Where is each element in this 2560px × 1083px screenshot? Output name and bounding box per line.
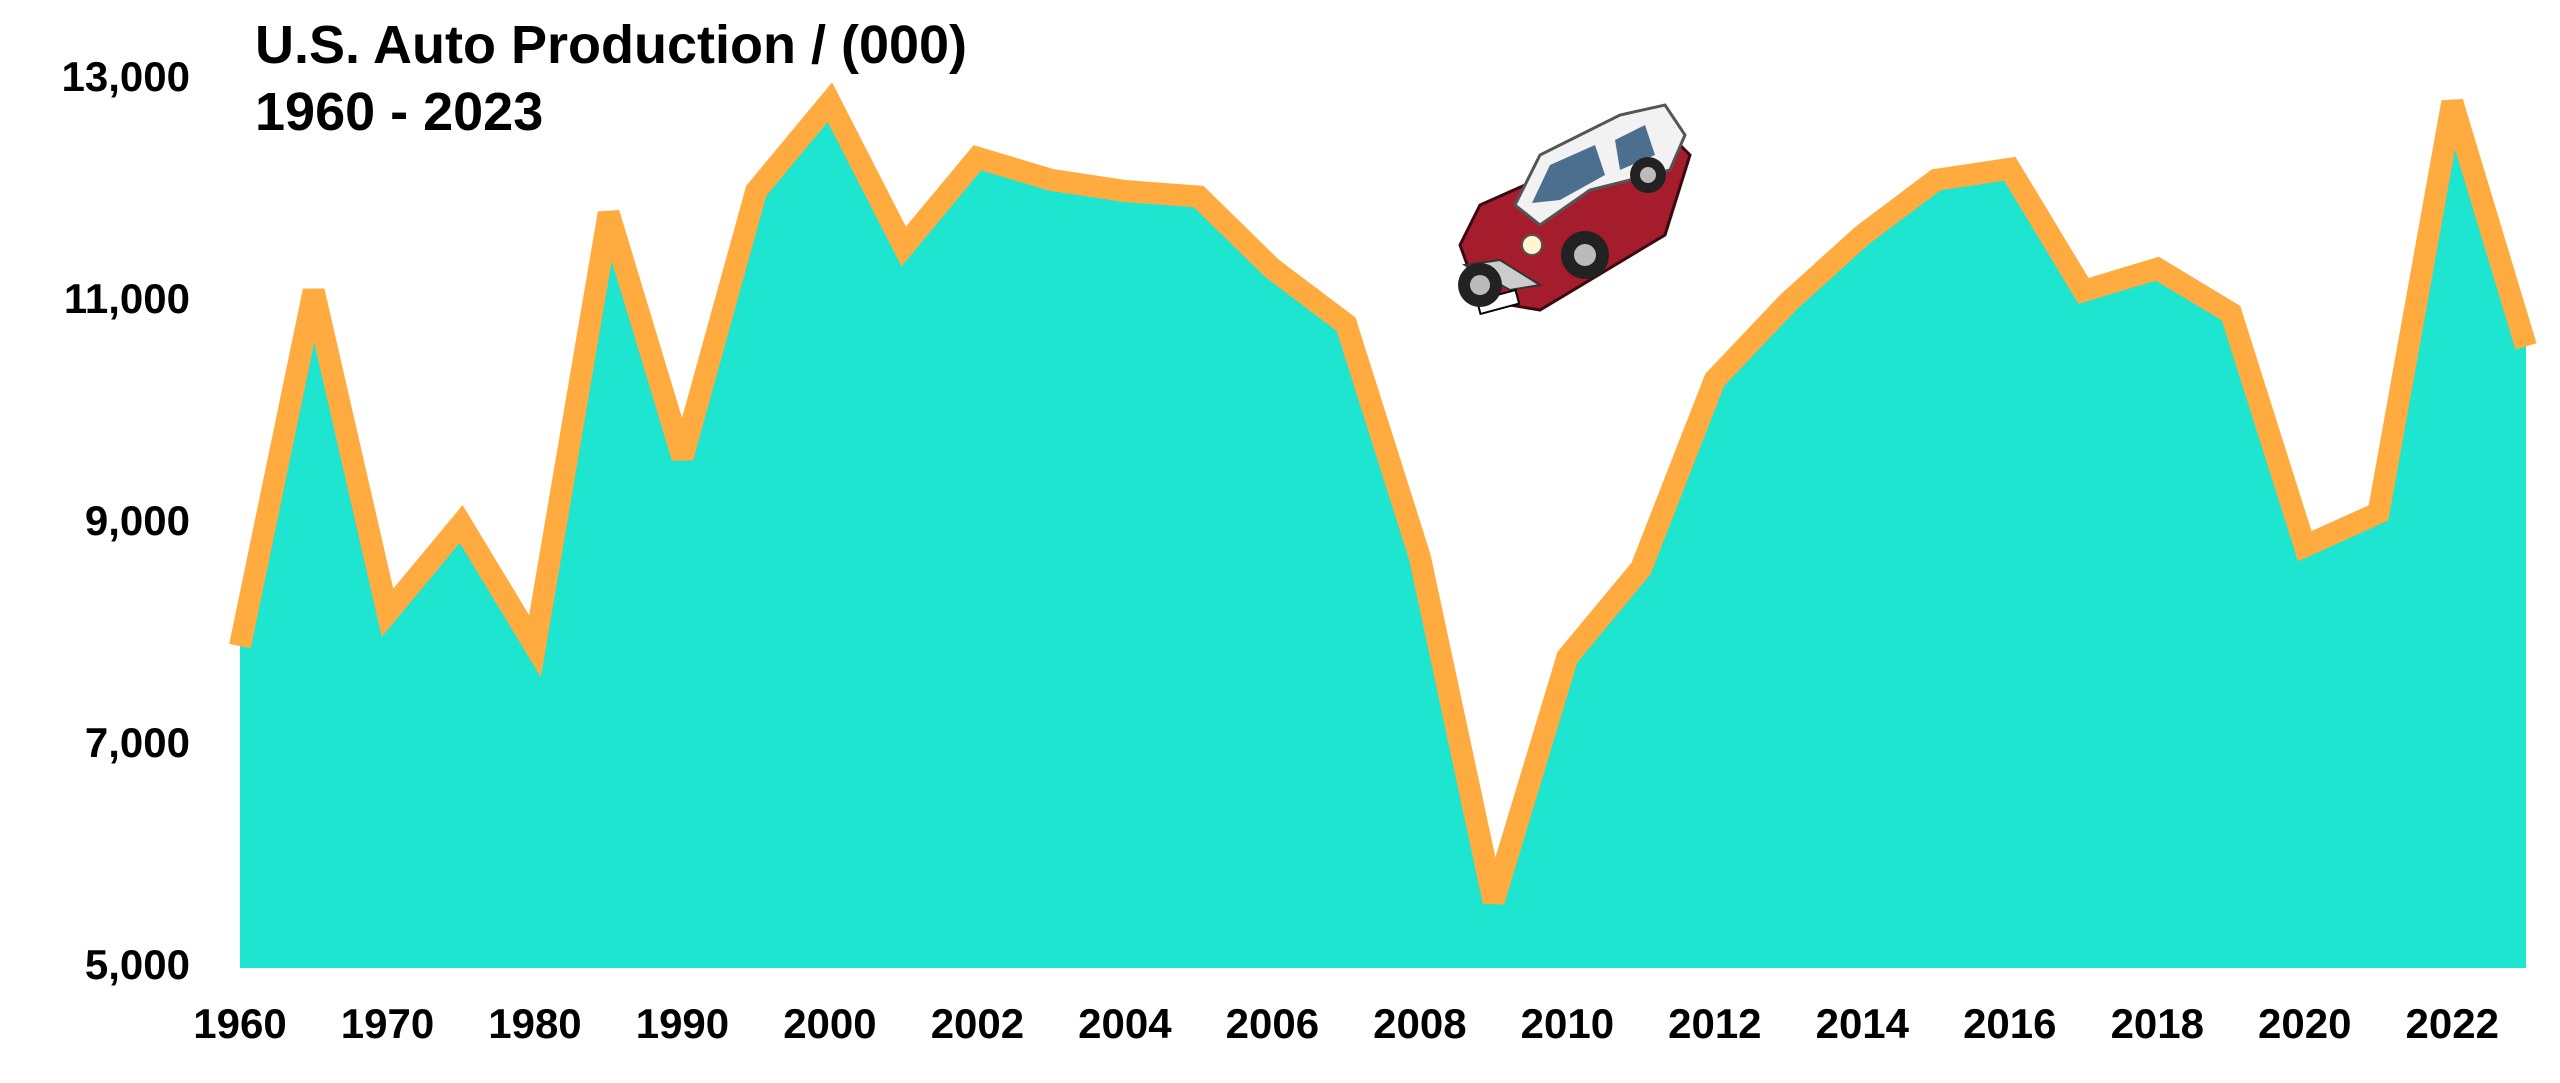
line <box>229 82 2537 905</box>
x-tick-label: 2010 <box>1521 1000 1614 1047</box>
chart-title: U.S. Auto Production / (000) <box>255 15 967 75</box>
x-tick-label: 2006 <box>1226 1000 1319 1047</box>
x-tick-label: 1970 <box>341 1000 434 1047</box>
x-tick-label: 1980 <box>488 1000 581 1047</box>
x-tick-label: 2002 <box>931 1000 1024 1047</box>
x-tick-label: 2012 <box>1668 1000 1761 1047</box>
chart-subtitle: 1960 - 2023 <box>255 82 543 142</box>
x-tick-label: 2004 <box>1078 1000 1172 1047</box>
car-illustration <box>1458 103 1692 316</box>
x-tick-label: 1990 <box>636 1000 729 1047</box>
x-tick-label: 2016 <box>1963 1000 2056 1047</box>
x-tick-label: 2014 <box>1816 1000 1910 1047</box>
plot-area <box>229 82 2537 968</box>
y-tick-label: 13,000 <box>62 53 190 100</box>
x-tick-label: 2018 <box>2111 1000 2204 1047</box>
x-tick-label: 1960 <box>193 1000 286 1047</box>
y-tick-label: 11,000 <box>64 275 190 322</box>
x-tick-label: 2022 <box>2406 1000 2499 1047</box>
area <box>240 102 2526 968</box>
x-tick-label: 2008 <box>1373 1000 1466 1047</box>
x-tick-label: 2020 <box>2258 1000 2351 1047</box>
y-tick-label: 9,000 <box>85 497 190 544</box>
y-tick-label: 7,000 <box>85 719 190 766</box>
y-tick-label: 5,000 <box>85 941 190 988</box>
x-tick-label: 2000 <box>783 1000 876 1047</box>
